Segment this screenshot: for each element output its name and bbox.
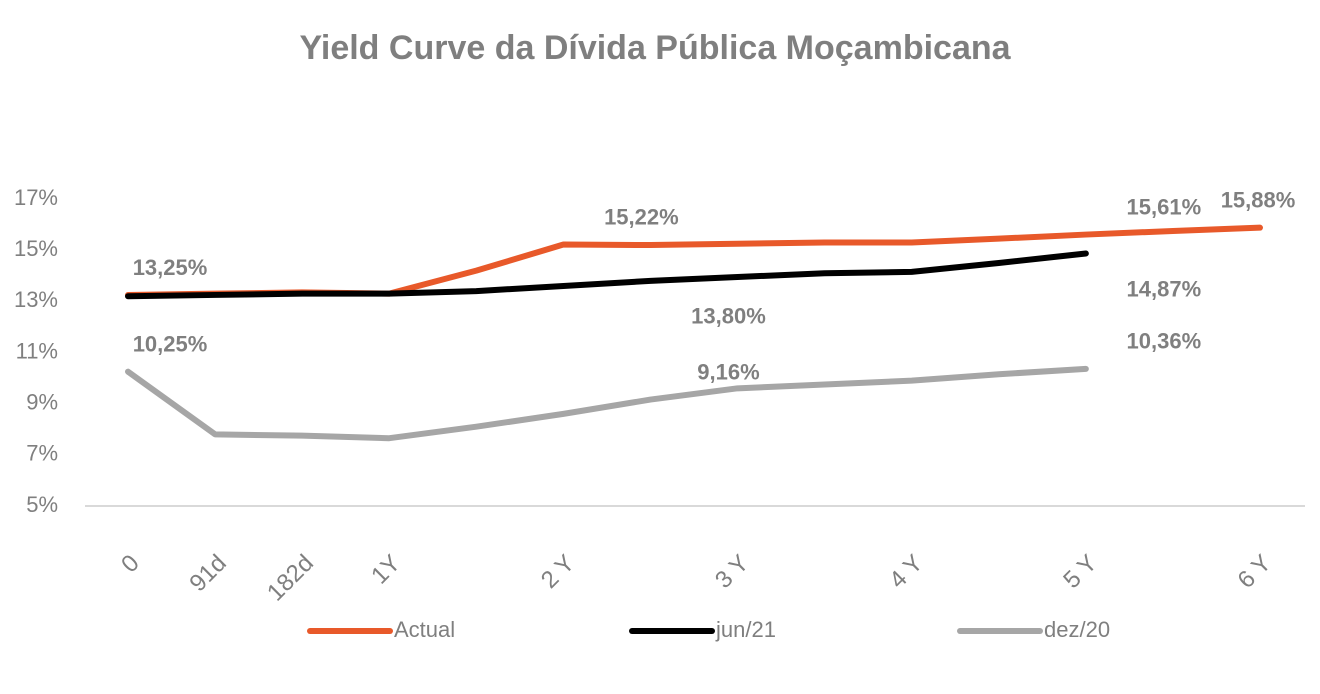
y-tick-label: 15% [14,236,58,261]
x-tick-label: 1Y [366,550,406,590]
chart-title: Yield Curve da Dívida Pública Moçambican… [299,29,1011,67]
x-tick-label: 4 Y [884,550,928,594]
y-tick-label: 7% [26,441,58,466]
x-tick-label: 91d [184,550,231,597]
y-tick-label: 9% [26,389,58,414]
x-tick-label: 5 Y [1058,550,1102,594]
y-tick-label: 11% [16,338,58,363]
series-line [125,365,1089,442]
series-line [125,250,1089,300]
legend-label: dez/20 [1044,617,1110,642]
y-tick-label: 17% [14,185,58,210]
x-tick-label: 6 Y [1232,550,1276,594]
legend-label: jun/21 [715,617,776,642]
x-tick-label: 0 [116,550,145,579]
data-label: 13,25% [133,255,208,280]
x-tick-label: 2 Y [536,550,580,594]
data-label: 10,36% [1127,329,1202,354]
data-label: 15,22% [604,204,679,229]
data-label: 15,88% [1221,187,1296,212]
series-line [125,224,1263,298]
y-tick-label: 13% [14,287,58,312]
x-tick-label: 3 Y [710,550,754,594]
data-label: 14,87% [1127,276,1202,301]
legend-label: Actual [394,617,455,642]
y-tick-label: 5% [26,492,58,517]
data-label: 9,16% [697,359,759,384]
data-label: 10,25% [133,332,208,357]
x-tick-label: 182d [262,550,319,607]
data-label: 15,61% [1127,194,1202,219]
data-label: 13,80% [691,304,766,329]
